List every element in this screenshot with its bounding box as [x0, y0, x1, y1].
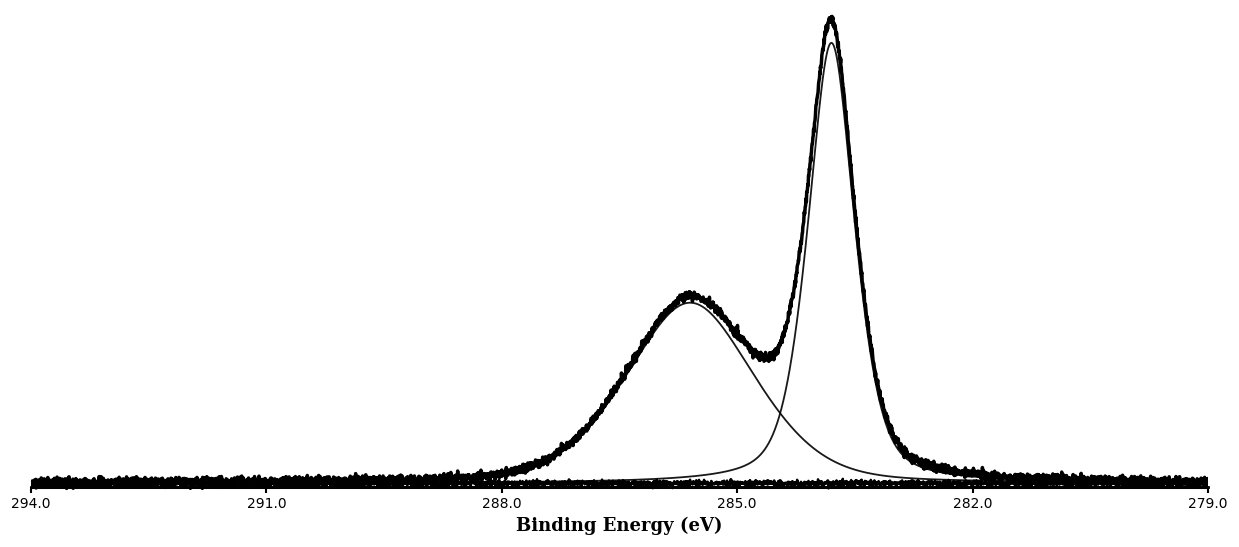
X-axis label: Binding Energy (eV): Binding Energy (eV): [517, 517, 722, 535]
